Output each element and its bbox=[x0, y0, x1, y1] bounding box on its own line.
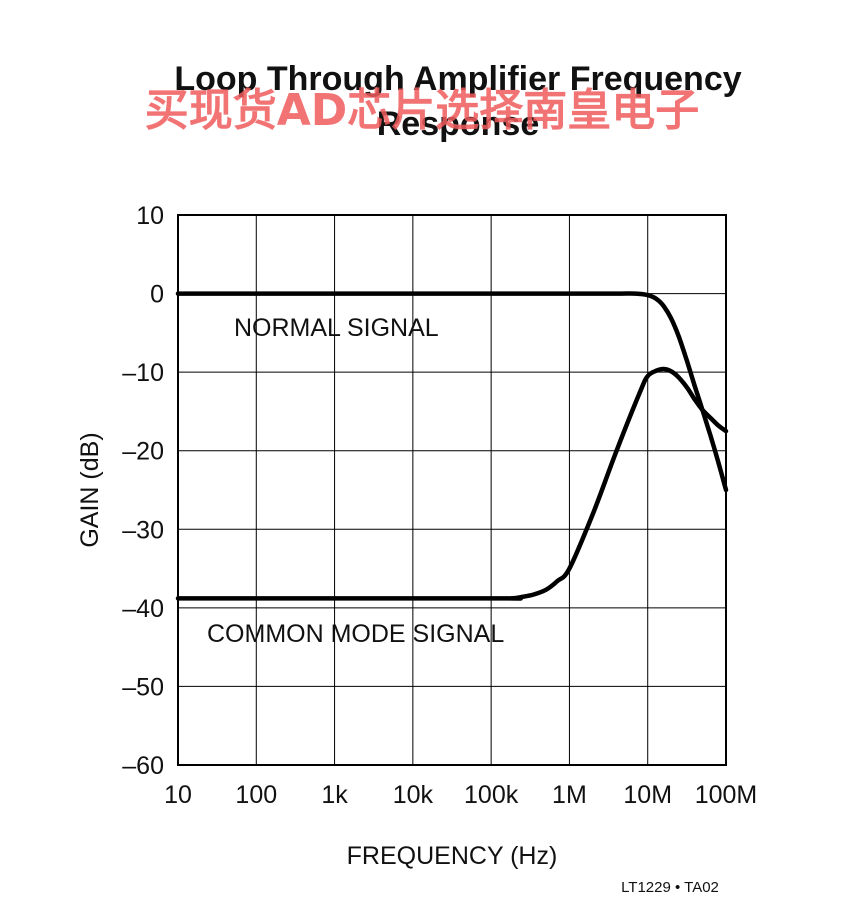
x-tick-label: 100M bbox=[695, 781, 758, 809]
y-tick-label: 0 bbox=[150, 281, 164, 309]
x-tick-labels: 10 100 1k 10k 100k 1M 10M 100M bbox=[164, 781, 757, 809]
plot-frame bbox=[177, 214, 727, 766]
y-tick-label: –60 bbox=[122, 752, 164, 780]
y-tick-label: –10 bbox=[122, 359, 164, 387]
series-layer bbox=[175, 291, 729, 601]
grid bbox=[177, 214, 727, 766]
y-tick-label: –50 bbox=[122, 673, 164, 701]
y-tick-label: –30 bbox=[122, 516, 164, 544]
x-tick-label: 1M bbox=[552, 781, 587, 809]
x-tick-label: 10 bbox=[164, 781, 192, 809]
normal-signal-line bbox=[175, 291, 729, 493]
y-axis-label: GAIN (dB) bbox=[76, 432, 104, 547]
x-tick-label: 10k bbox=[393, 781, 434, 809]
common-mode-signal-line bbox=[175, 366, 729, 601]
chart-title-line-2: Response bbox=[377, 105, 540, 143]
y-tick-label: 10 bbox=[136, 202, 164, 230]
x-axis-label: FREQUENCY (Hz) bbox=[347, 842, 558, 870]
watermark: 买现货AD芯片选择南皇电子 bbox=[145, 85, 700, 136]
y-tick-label: –20 bbox=[122, 438, 164, 466]
x-tick-label: 10M bbox=[623, 781, 672, 809]
x-tick-label: 1k bbox=[321, 781, 348, 809]
series-label-normal-signal: NORMAL SIGNAL bbox=[234, 314, 439, 342]
chart-title-line-1: Loop Through Amplifier Frequency bbox=[174, 60, 741, 98]
y-tick-labels: 10 0 –10 –20 –30 –40 –50 –60 bbox=[122, 202, 164, 780]
x-tick-label: 100 bbox=[235, 781, 277, 809]
series-label-common-mode-signal: COMMON MODE SIGNAL bbox=[207, 620, 504, 648]
x-tick-label: 100k bbox=[464, 781, 519, 809]
figure-note: LT1229 • TA02 bbox=[621, 879, 719, 896]
y-tick-label: –40 bbox=[122, 595, 164, 623]
